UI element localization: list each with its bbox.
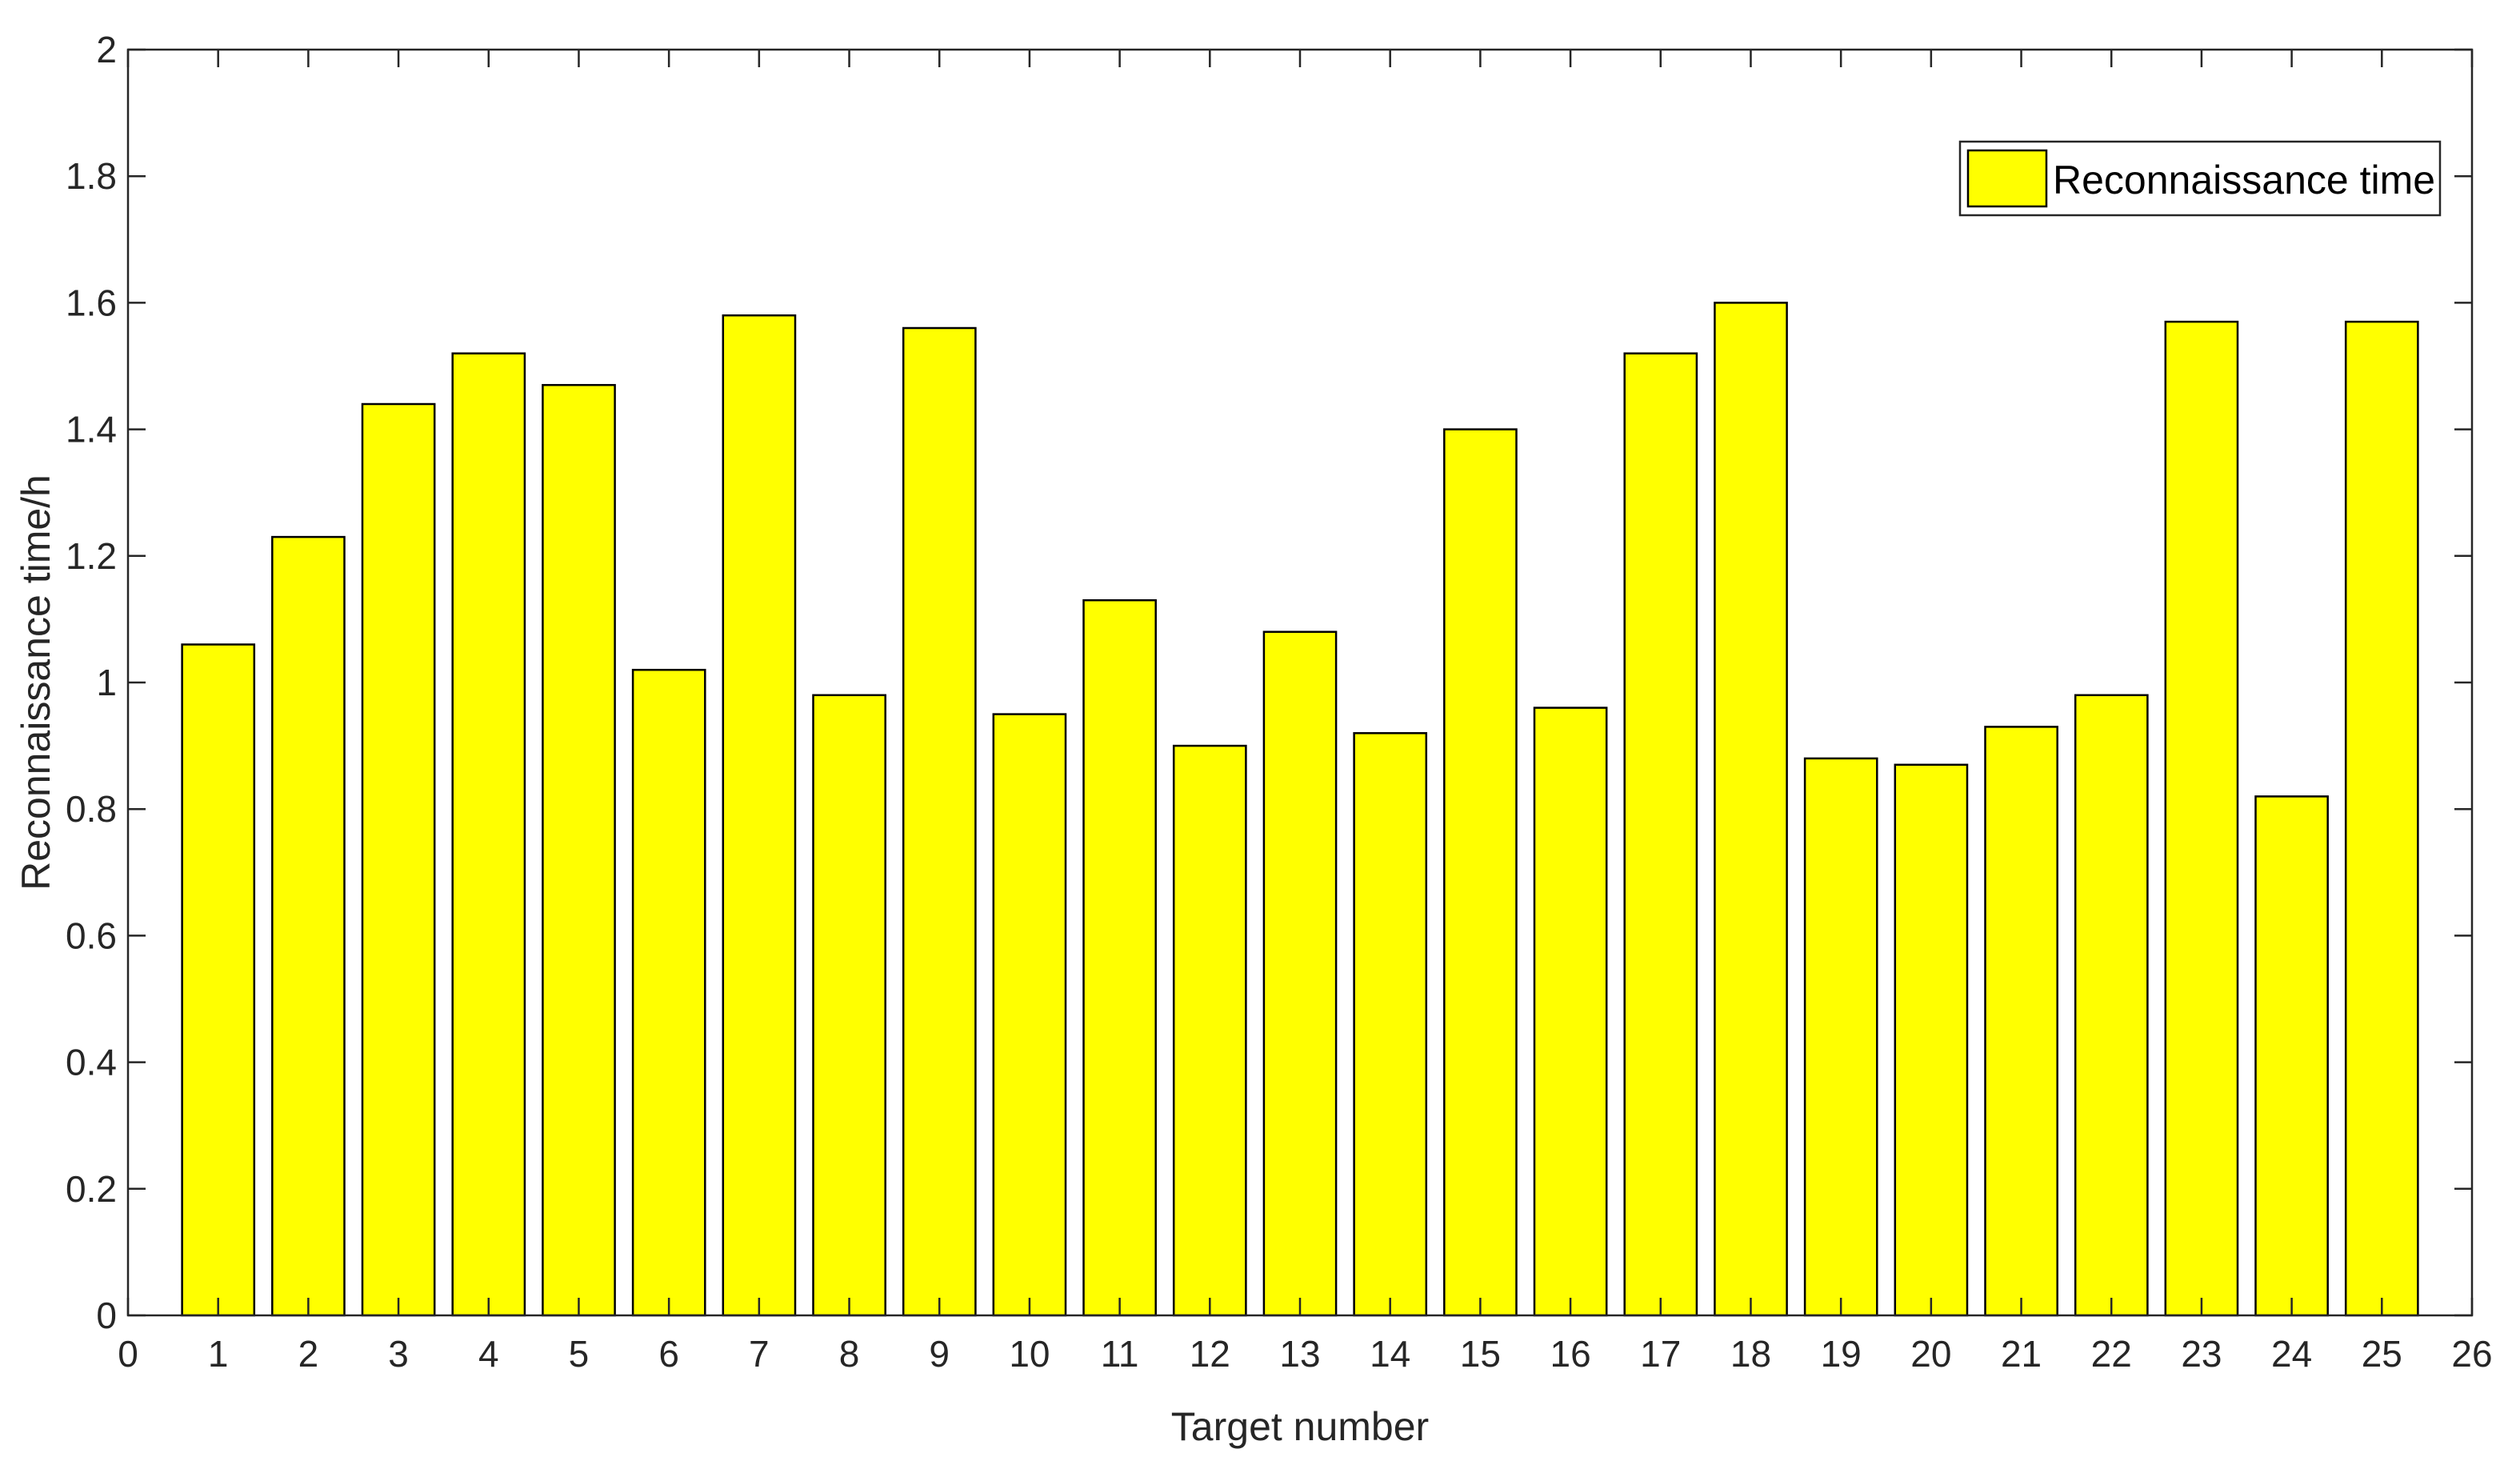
bar-target-2 <box>271 535 346 1317</box>
bar-target-20 <box>1894 763 1969 1317</box>
x-axis-label: Target number <box>1171 1404 1429 1449</box>
y-tick-label-0.8: 0.8 <box>66 788 117 830</box>
legend-label: Reconnaissance time <box>2053 158 2435 202</box>
x-tick-label-6: 6 <box>658 1333 679 1375</box>
x-tick-label-10: 10 <box>1009 1333 1050 1375</box>
x-tick-label-8: 8 <box>839 1333 860 1375</box>
x-tick-label-5: 5 <box>569 1333 590 1375</box>
bar-target-24 <box>2254 795 2329 1317</box>
y-tick-label-0.2: 0.2 <box>66 1168 117 1210</box>
x-tick-label-1: 1 <box>208 1333 229 1375</box>
x-tick-label-18: 18 <box>1730 1333 1771 1375</box>
x-tick-label-2: 2 <box>298 1333 319 1375</box>
bar-target-23 <box>2164 320 2239 1317</box>
bar-target-10 <box>992 713 1067 1317</box>
y-axis-label: Reconnaissance time/h <box>14 474 58 891</box>
y-tick-label-2: 2 <box>96 29 117 70</box>
y-tick-label-1.4: 1.4 <box>66 409 117 450</box>
x-tick-label-25: 25 <box>2362 1333 2402 1375</box>
legend: Reconnaissance time <box>1958 140 2442 217</box>
x-tick-labels: 0 1 2 3 4 5 6 7 8 9 10 11 12 13 14 15 16 17 18 19 20 21 22 23 24… <box>118 1333 2492 1375</box>
bars-group <box>181 302 2419 1317</box>
x-tick-label-3: 3 <box>388 1333 409 1375</box>
y-tick-label-0: 0 <box>96 1295 117 1336</box>
y-tick-label-0.4: 0.4 <box>66 1042 117 1083</box>
ticks-group <box>126 48 2474 1317</box>
x-tick-label-26: 26 <box>2451 1333 2492 1375</box>
bar-target-5 <box>542 383 616 1317</box>
bar-target-16 <box>1533 706 1608 1317</box>
bar-target-21 <box>1984 726 2058 1317</box>
x-tick-label-20: 20 <box>1910 1333 1951 1375</box>
bar-target-1 <box>181 643 256 1317</box>
bar-target-9 <box>902 326 977 1317</box>
bar-target-3 <box>361 402 436 1317</box>
x-tick-label-7: 7 <box>749 1333 770 1375</box>
x-tick-label-12: 12 <box>1190 1333 1230 1375</box>
bar-target-4 <box>451 352 526 1317</box>
bar-target-15 <box>1443 428 1518 1317</box>
bar-target-25 <box>2344 320 2419 1317</box>
x-tick-label-13: 13 <box>1279 1333 1320 1375</box>
x-tick-label-24: 24 <box>2271 1333 2312 1375</box>
y-tick-label-1.2: 1.2 <box>66 535 117 577</box>
bar-target-14 <box>1353 732 1428 1317</box>
bar-target-13 <box>1262 630 1338 1317</box>
bar-target-19 <box>1803 757 1878 1317</box>
bar-target-11 <box>1082 598 1157 1317</box>
x-tick-label-14: 14 <box>1370 1333 1410 1375</box>
y-tick-label-1.8: 1.8 <box>66 155 117 197</box>
bar-target-8 <box>812 694 886 1317</box>
bar-target-7 <box>722 314 797 1317</box>
bar-target-18 <box>1714 302 1788 1317</box>
y-tick-label-1: 1 <box>96 662 117 703</box>
y-tick-label-1.6: 1.6 <box>66 282 117 323</box>
y-tick-label-0.6: 0.6 <box>66 915 117 956</box>
legend-swatch <box>1966 149 2048 208</box>
x-tick-label-23: 23 <box>2181 1333 2222 1375</box>
y-tick-labels: 0 0.2 0.4 0.6 0.8 1 1.2 1.4 1.6 1.8 2 <box>66 29 117 1336</box>
x-tick-label-17: 17 <box>1640 1333 1681 1375</box>
x-tick-label-0: 0 <box>118 1333 138 1375</box>
bar-target-17 <box>1623 352 1698 1317</box>
x-tick-label-11: 11 <box>1101 1333 1139 1375</box>
x-tick-label-9: 9 <box>929 1333 950 1375</box>
x-tick-label-21: 21 <box>2001 1333 2042 1375</box>
x-tick-label-16: 16 <box>1550 1333 1590 1375</box>
x-tick-label-15: 15 <box>1460 1333 1501 1375</box>
plot-frame <box>126 48 2474 1317</box>
x-tick-label-19: 19 <box>1821 1333 1862 1375</box>
bar-target-6 <box>631 668 706 1317</box>
x-tick-label-22: 22 <box>2091 1333 2132 1375</box>
bar-target-22 <box>2074 694 2149 1317</box>
x-tick-label-4: 4 <box>478 1333 499 1375</box>
bar-target-12 <box>1172 744 1247 1317</box>
